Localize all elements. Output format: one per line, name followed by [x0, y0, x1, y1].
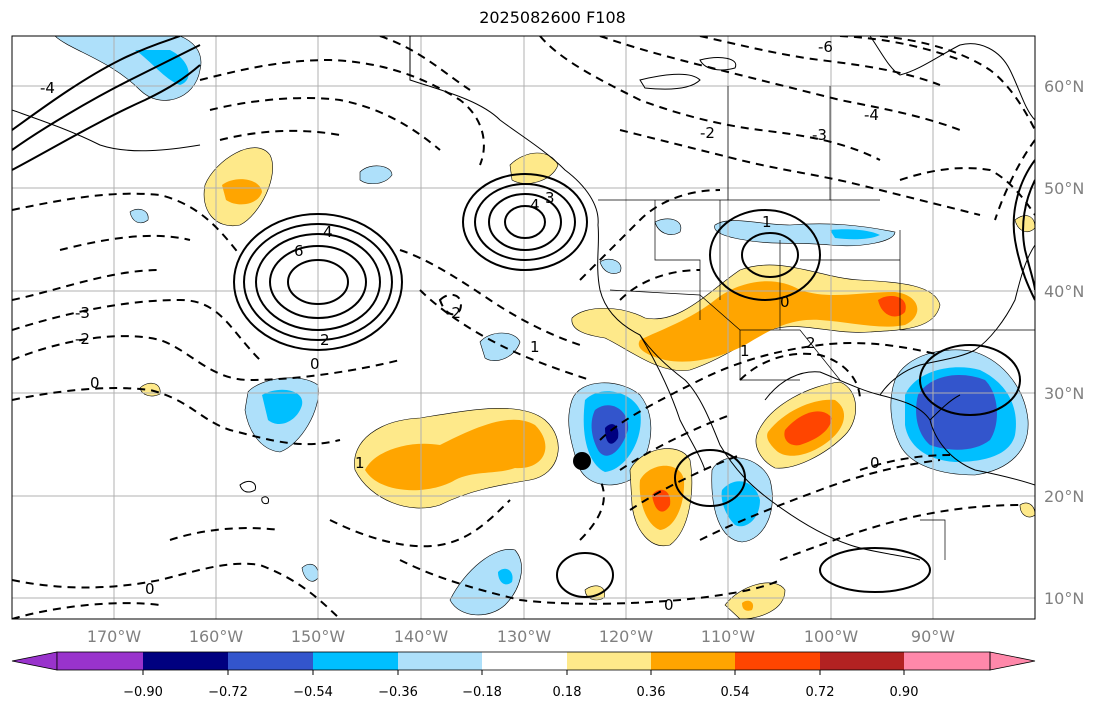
map-title: 2025082600 F108: [479, 8, 626, 27]
colorbar-bin: [228, 652, 313, 670]
colorbar-extend-high: [989, 651, 1036, 671]
colorbar-tick-label: 0.18: [553, 685, 582, 700]
colorbar-bin: [567, 652, 651, 670]
contours: [12, 36, 1035, 619]
colorbar-tick-label: −0.54: [293, 685, 333, 700]
contour-label-4: 4: [323, 223, 333, 241]
longitude-labels: 170°W 160°W 150°W 140°W 130°W 120°W 110°…: [87, 627, 955, 646]
contour-label-0: 0: [310, 355, 320, 373]
lat-label-30n: 30°N: [1044, 384, 1084, 403]
lon-label-100w: 100°W: [804, 627, 859, 646]
colorbar-bin: [143, 652, 228, 670]
location-marker: [573, 452, 591, 470]
colorbar-bin: [398, 652, 482, 670]
contour-label-1d: 1: [740, 342, 750, 360]
lon-label-160w: 160°W: [189, 627, 244, 646]
colorbar-tick-label: 0.36: [637, 685, 666, 700]
colorbar-bin: [735, 652, 820, 670]
contour-label-neg3: -3: [75, 304, 90, 322]
contour-label-6: 6: [294, 242, 304, 260]
anomaly-shading: [54, 36, 1035, 619]
lon-label-150w: 150°W: [291, 627, 346, 646]
contour-label-neg4b: -4: [40, 79, 55, 97]
lat-label-40n: 40°N: [1044, 282, 1084, 301]
contour-label-2: 2: [320, 331, 330, 349]
map-content: 6 4 4 3 2 2 1 1 1 1 0 0 0 0 0 0 -2 -2 -2…: [12, 36, 1035, 619]
colorbar-tick-label: 0.54: [721, 685, 750, 700]
contour-label-2b: 2: [806, 334, 816, 352]
contour-label-neg6: -6: [818, 38, 833, 56]
contour-label-0c: 0: [780, 293, 790, 311]
colorbar-bin: [313, 652, 398, 670]
map-frame: [11, 35, 1036, 620]
colorbar-bin: [904, 652, 990, 670]
contour-label-1b: 1: [530, 338, 540, 356]
contour-label-1c: 1: [355, 454, 365, 472]
boundaries: [409, 36, 1035, 560]
colorbar-extend-low: [11, 651, 58, 671]
contour-label-0e: 0: [145, 580, 155, 598]
lon-label-170w: 170°W: [87, 627, 142, 646]
contour-label-neg2b: -2: [75, 330, 90, 348]
colorbar-bin: [482, 652, 567, 670]
lon-label-90w: 90°W: [911, 627, 955, 646]
colorbar-tick-label: 0.90: [890, 685, 919, 700]
lat-label-60n: 60°N: [1044, 77, 1084, 96]
contour-label-4b: 4: [530, 196, 540, 214]
lon-label-110w: 110°W: [701, 627, 756, 646]
lon-label-130w: 130°W: [497, 627, 552, 646]
colorbar-outline: [56, 651, 991, 671]
lat-label-50n: 50°N: [1044, 179, 1084, 198]
contour-label-0d: 0: [664, 596, 674, 614]
contour-label-3: 3: [545, 189, 555, 207]
lat-label-20n: 20°N: [1044, 487, 1084, 506]
contour-label-neg4: -4: [864, 106, 879, 124]
contour-high-135w: [462, 173, 588, 271]
contour-label-neg3b: -3: [812, 126, 827, 144]
colorbar-bin: [651, 652, 735, 670]
lat-label-10n: 10°N: [1044, 589, 1084, 608]
colorbar-tick-label: −0.18: [462, 685, 502, 700]
colorbar-tick-label: 0.72: [806, 685, 835, 700]
colorbar-tick-label: −0.72: [208, 685, 248, 700]
colorbar-bin: [820, 652, 904, 670]
contour-high-150w: [233, 213, 403, 351]
contour-label-0b: 0: [90, 374, 100, 392]
contour-label-1: 1: [762, 213, 772, 231]
coastlines: [12, 36, 1035, 561]
colorbar-tick-label: −0.90: [123, 685, 163, 700]
graticule: [12, 36, 1035, 619]
colorbar: −0.90 −0.72 −0.54 −0.36 −0.18 0.18 0.36 …: [11, 651, 1036, 700]
lon-label-140w: 140°W: [394, 627, 449, 646]
lon-label-120w: 120°W: [599, 627, 654, 646]
contour-label-neg2c: -2: [700, 124, 715, 142]
latitude-labels: 60°N 50°N 40°N 30°N 20°N 10°N: [1044, 77, 1084, 608]
colorbar-tick-label: −0.36: [378, 685, 418, 700]
contour-label-0f: 0: [870, 454, 880, 472]
contour-labels: 6 4 4 3 2 2 1 1 1 1 0 0 0 0 0 0 -2 -2 -2…: [40, 38, 880, 614]
contour-label-neg2: -2: [446, 304, 461, 322]
colorbar-bin: [57, 652, 143, 670]
